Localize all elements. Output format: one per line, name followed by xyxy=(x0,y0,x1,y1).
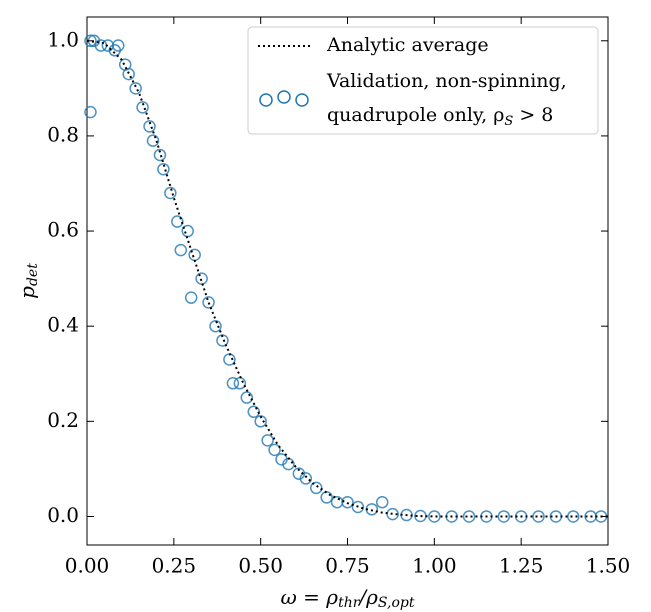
legend-label-part: > 8 xyxy=(513,104,553,126)
scatter-point xyxy=(112,39,125,52)
scatter-point xyxy=(428,510,441,523)
legend-label: Validation, non-spinning, xyxy=(326,70,567,92)
x-tick-label: 0.25 xyxy=(152,554,197,578)
scatter-point xyxy=(247,405,260,419)
legend-label-part: quadrupole only, ρ xyxy=(327,104,504,126)
scatter-point xyxy=(157,162,170,176)
scatter-point xyxy=(84,105,97,119)
scatter-point xyxy=(209,319,222,333)
y-axis-label-part: p xyxy=(15,286,39,299)
scatter-point xyxy=(122,67,135,81)
legend-label: Analytic average xyxy=(326,34,489,56)
scatter-point xyxy=(171,215,184,228)
x-tick-label: 0.75 xyxy=(325,554,370,578)
scatter-point xyxy=(497,510,511,523)
x-tick-label: 0.50 xyxy=(238,554,283,578)
legend-marker xyxy=(277,90,291,104)
scatter-point xyxy=(129,82,142,95)
scatter-point xyxy=(268,443,281,457)
scatter-point xyxy=(164,186,177,200)
legend-marker xyxy=(259,93,273,107)
x-tick-label: 1.50 xyxy=(586,554,631,578)
y-axis-label-part: det xyxy=(25,263,41,286)
scatter-point xyxy=(233,377,247,390)
scatter-point xyxy=(153,148,167,162)
x-axis-label: ω = ρthr/ρS,opt xyxy=(281,585,415,612)
y-tick-label: 0.6 xyxy=(47,218,79,242)
x-tick-label: 1.25 xyxy=(499,554,544,578)
y-tick-label: 0.4 xyxy=(47,313,79,337)
scatter-point xyxy=(195,272,208,285)
scatter-point xyxy=(351,500,365,514)
scatter-point xyxy=(567,510,580,523)
y-tick-label: 0.8 xyxy=(47,122,79,146)
scatter-point xyxy=(309,481,323,495)
scatter-point xyxy=(240,391,254,404)
scatter-point xyxy=(226,377,240,390)
legend-label-part: S xyxy=(504,114,513,129)
scatter-point xyxy=(532,510,545,523)
x-axis-label-part: ω = ρ xyxy=(281,585,339,609)
y-tick-label: 1.0 xyxy=(47,27,79,51)
x-axis-label-part: thr xyxy=(338,595,361,611)
scatter-point xyxy=(261,434,274,447)
x-tick-label: 1.00 xyxy=(412,554,457,578)
legend-label: quadrupole only, ρS > 8 xyxy=(327,104,553,129)
y-tick-label: 0.0 xyxy=(47,503,79,527)
scatter-point xyxy=(375,495,389,509)
y-tick-label: 0.2 xyxy=(47,408,79,432)
x-axis-label-part: S,opt xyxy=(378,595,415,611)
scatter-point xyxy=(330,495,344,509)
scatter-point xyxy=(146,134,160,147)
scatter-point xyxy=(341,495,354,509)
scatter-point xyxy=(320,491,333,504)
scatter-point xyxy=(174,243,188,257)
scatter-point xyxy=(136,101,149,114)
scatter-point xyxy=(254,415,267,428)
scatter-point xyxy=(299,472,313,485)
scatter-point xyxy=(202,296,215,309)
scatter-point xyxy=(184,291,198,304)
x-axis-label-part: /ρ xyxy=(357,585,378,609)
scatter-point xyxy=(462,510,476,523)
scatter-point xyxy=(84,34,97,48)
scatter-point xyxy=(143,120,156,133)
legend-marker xyxy=(295,93,309,107)
x-tick-label: 0.00 xyxy=(65,554,110,578)
y-axis-label: pdet xyxy=(15,263,42,299)
legend-box xyxy=(247,26,599,135)
